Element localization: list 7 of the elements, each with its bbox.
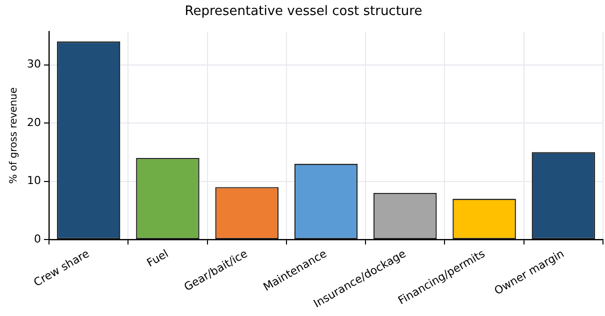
y-tick-label: 30 [26, 58, 41, 71]
chart-title: Representative vessel cost structure [184, 4, 422, 20]
y-tick-label: 10 [26, 174, 41, 188]
x-tick-label: Fuel [144, 247, 171, 270]
y-tick-label: 20 [26, 116, 41, 129]
y-axis-title: % of gross revenue [8, 87, 20, 184]
y-tick-label: 0 [34, 232, 41, 246]
